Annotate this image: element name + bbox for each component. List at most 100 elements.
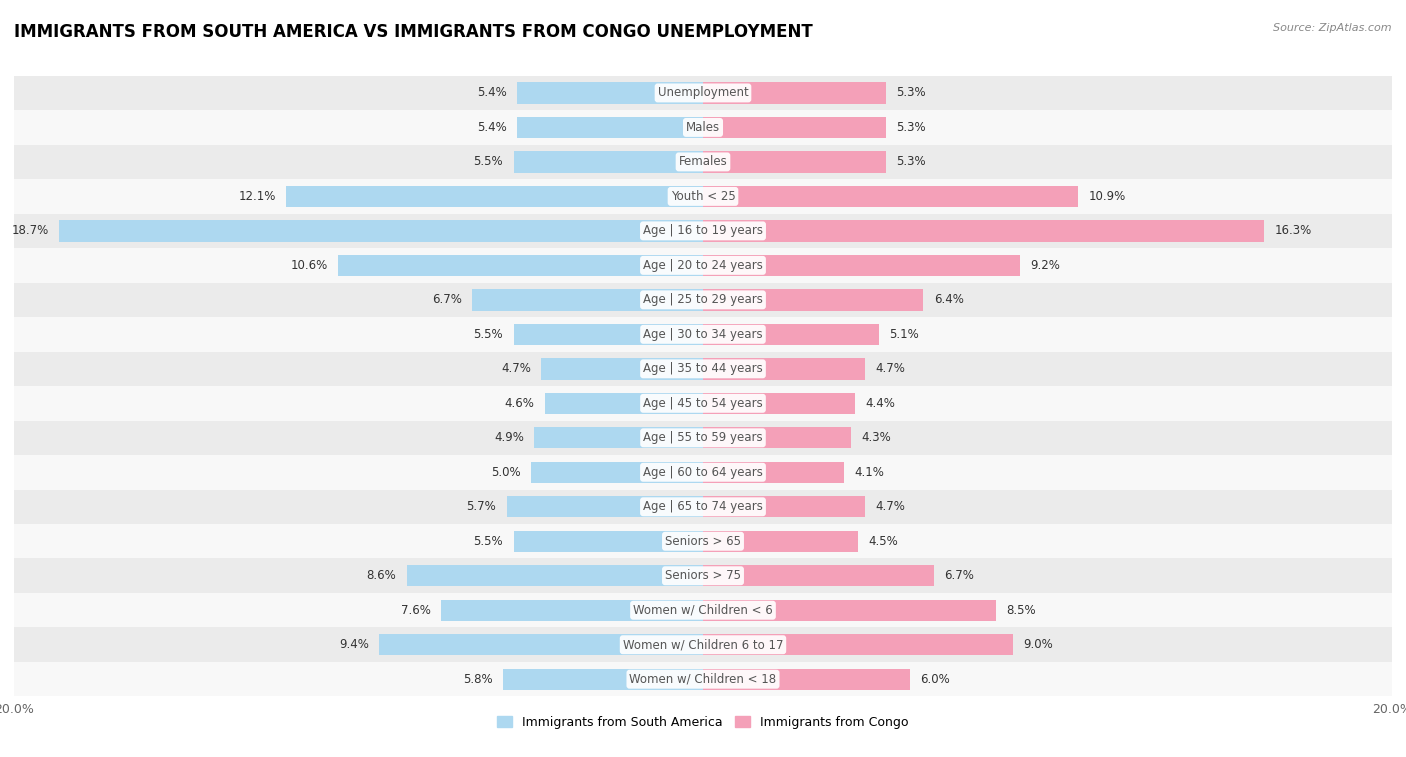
Text: 4.3%: 4.3%: [862, 431, 891, 444]
Text: 5.3%: 5.3%: [896, 121, 925, 134]
Bar: [517, 83, 703, 104]
Text: Age | 55 to 59 years: Age | 55 to 59 years: [643, 431, 763, 444]
Bar: [59, 220, 703, 241]
Text: Age | 20 to 24 years: Age | 20 to 24 years: [643, 259, 763, 272]
Bar: [14, 455, 1392, 490]
Bar: [14, 248, 1392, 282]
Text: 5.1%: 5.1%: [889, 328, 918, 341]
Text: Women w/ Children < 18: Women w/ Children < 18: [630, 673, 776, 686]
Text: 4.7%: 4.7%: [875, 500, 905, 513]
Text: 18.7%: 18.7%: [11, 224, 48, 238]
Bar: [703, 393, 855, 414]
Text: 5.7%: 5.7%: [467, 500, 496, 513]
Bar: [337, 254, 703, 276]
Bar: [14, 111, 1392, 145]
Text: 16.3%: 16.3%: [1275, 224, 1312, 238]
Text: 5.8%: 5.8%: [463, 673, 494, 686]
Text: 5.3%: 5.3%: [896, 155, 925, 168]
Text: Age | 60 to 64 years: Age | 60 to 64 years: [643, 466, 763, 478]
Bar: [541, 358, 703, 379]
Bar: [703, 668, 910, 690]
Text: Youth < 25: Youth < 25: [671, 190, 735, 203]
Text: Source: ZipAtlas.com: Source: ZipAtlas.com: [1274, 23, 1392, 33]
Bar: [703, 83, 886, 104]
Bar: [703, 600, 995, 621]
Bar: [703, 220, 1264, 241]
Text: 6.4%: 6.4%: [934, 294, 963, 307]
Text: Women w/ Children 6 to 17: Women w/ Children 6 to 17: [623, 638, 783, 651]
Bar: [287, 185, 703, 207]
Legend: Immigrants from South America, Immigrants from Congo: Immigrants from South America, Immigrant…: [492, 711, 914, 734]
Bar: [503, 668, 703, 690]
Text: Males: Males: [686, 121, 720, 134]
Text: Age | 65 to 74 years: Age | 65 to 74 years: [643, 500, 763, 513]
Bar: [513, 324, 703, 345]
Text: Unemployment: Unemployment: [658, 86, 748, 99]
Text: 9.4%: 9.4%: [339, 638, 368, 651]
Bar: [14, 524, 1392, 559]
Text: Seniors > 65: Seniors > 65: [665, 534, 741, 548]
Text: 5.5%: 5.5%: [474, 155, 503, 168]
Bar: [703, 634, 1012, 656]
Bar: [703, 151, 886, 173]
Text: 12.1%: 12.1%: [239, 190, 276, 203]
Text: Age | 25 to 29 years: Age | 25 to 29 years: [643, 294, 763, 307]
Bar: [703, 496, 865, 518]
Text: 4.1%: 4.1%: [855, 466, 884, 478]
Bar: [703, 185, 1078, 207]
Text: 5.5%: 5.5%: [474, 328, 503, 341]
Bar: [517, 117, 703, 138]
Text: 5.5%: 5.5%: [474, 534, 503, 548]
Bar: [703, 531, 858, 552]
Text: 6.7%: 6.7%: [432, 294, 461, 307]
Bar: [703, 565, 934, 587]
Text: IMMIGRANTS FROM SOUTH AMERICA VS IMMIGRANTS FROM CONGO UNEMPLOYMENT: IMMIGRANTS FROM SOUTH AMERICA VS IMMIGRA…: [14, 23, 813, 41]
Bar: [14, 559, 1392, 593]
Bar: [14, 213, 1392, 248]
Bar: [703, 427, 851, 448]
Text: 7.6%: 7.6%: [401, 604, 430, 617]
Bar: [14, 145, 1392, 179]
Bar: [703, 324, 879, 345]
Bar: [14, 76, 1392, 111]
Text: 4.5%: 4.5%: [869, 534, 898, 548]
Bar: [703, 462, 844, 483]
Bar: [14, 351, 1392, 386]
Bar: [14, 593, 1392, 628]
Text: 8.5%: 8.5%: [1007, 604, 1036, 617]
Bar: [14, 317, 1392, 351]
Text: 5.4%: 5.4%: [477, 121, 506, 134]
Bar: [544, 393, 703, 414]
Text: 4.7%: 4.7%: [501, 363, 531, 375]
Text: 10.6%: 10.6%: [290, 259, 328, 272]
Bar: [534, 427, 703, 448]
Text: Females: Females: [679, 155, 727, 168]
Text: 4.9%: 4.9%: [494, 431, 524, 444]
Bar: [14, 179, 1392, 213]
Bar: [513, 531, 703, 552]
Bar: [14, 490, 1392, 524]
Bar: [703, 117, 886, 138]
Bar: [513, 151, 703, 173]
Bar: [441, 600, 703, 621]
Bar: [14, 282, 1392, 317]
Text: 9.2%: 9.2%: [1031, 259, 1060, 272]
Bar: [703, 254, 1019, 276]
Text: 5.3%: 5.3%: [896, 86, 925, 99]
Text: Women w/ Children < 6: Women w/ Children < 6: [633, 604, 773, 617]
Bar: [14, 662, 1392, 696]
Text: 4.4%: 4.4%: [865, 397, 894, 410]
Text: 9.0%: 9.0%: [1024, 638, 1053, 651]
Bar: [14, 386, 1392, 421]
Bar: [531, 462, 703, 483]
Bar: [406, 565, 703, 587]
Text: 10.9%: 10.9%: [1088, 190, 1126, 203]
Text: Age | 30 to 34 years: Age | 30 to 34 years: [643, 328, 763, 341]
Text: 5.0%: 5.0%: [491, 466, 520, 478]
Bar: [472, 289, 703, 310]
Text: Seniors > 75: Seniors > 75: [665, 569, 741, 582]
Text: 6.7%: 6.7%: [945, 569, 974, 582]
Bar: [506, 496, 703, 518]
Bar: [703, 289, 924, 310]
Text: Age | 35 to 44 years: Age | 35 to 44 years: [643, 363, 763, 375]
